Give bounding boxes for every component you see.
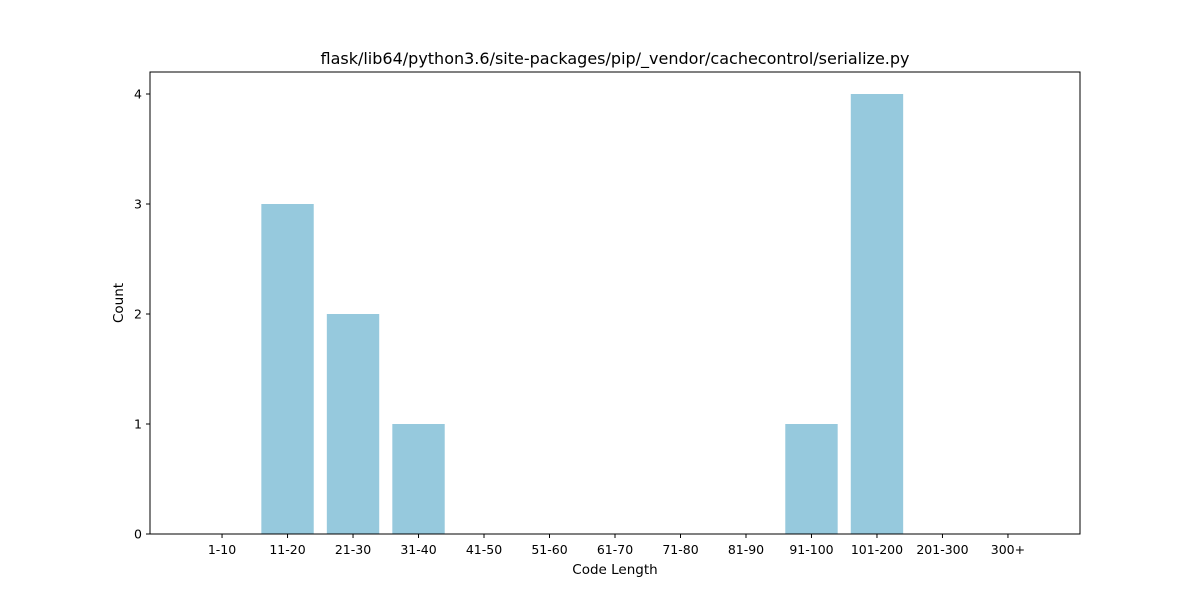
x-tick-label: 11-20 bbox=[269, 542, 305, 557]
bar-11-20 bbox=[261, 204, 314, 534]
y-axis-label: Count bbox=[111, 283, 127, 323]
x-tick-label: 1-10 bbox=[208, 542, 236, 557]
bar-91-100 bbox=[785, 424, 838, 534]
y-tick-label: 0 bbox=[134, 527, 142, 542]
x-axis: 1-10 11-20 21-30 31-40 41-50 51-60 61-70 71-80 8… bbox=[208, 534, 1025, 557]
bars-group bbox=[261, 94, 904, 534]
x-tick-label: 81-90 bbox=[728, 542, 764, 557]
y-tick-label: 1 bbox=[134, 417, 142, 432]
y-tick-label: 2 bbox=[134, 307, 142, 322]
y-axis: 0 1 2 3 4 bbox=[134, 87, 150, 542]
x-axis-label: Code Length bbox=[572, 562, 657, 578]
x-tick-label: 41-50 bbox=[466, 542, 502, 557]
x-tick-label: 201-300 bbox=[916, 542, 968, 557]
x-tick-label: 61-70 bbox=[597, 542, 633, 557]
x-tick-label: 300+ bbox=[991, 542, 1025, 557]
x-tick-label: 71-80 bbox=[662, 542, 698, 557]
bar-101-200 bbox=[850, 94, 904, 534]
x-tick-label: 101-200 bbox=[851, 542, 903, 557]
y-tick-label: 4 bbox=[134, 87, 142, 102]
x-tick-label: 31-40 bbox=[400, 542, 436, 557]
bar-21-30 bbox=[326, 314, 380, 534]
bar-31-40 bbox=[392, 424, 445, 534]
x-tick-label: 51-60 bbox=[531, 542, 567, 557]
y-tick-label: 3 bbox=[134, 197, 142, 212]
x-tick-label: 91-100 bbox=[789, 542, 833, 557]
chart-title: flask/lib64/python3.6/site-packages/pip/… bbox=[320, 49, 909, 69]
x-tick-label: 21-30 bbox=[335, 542, 371, 557]
